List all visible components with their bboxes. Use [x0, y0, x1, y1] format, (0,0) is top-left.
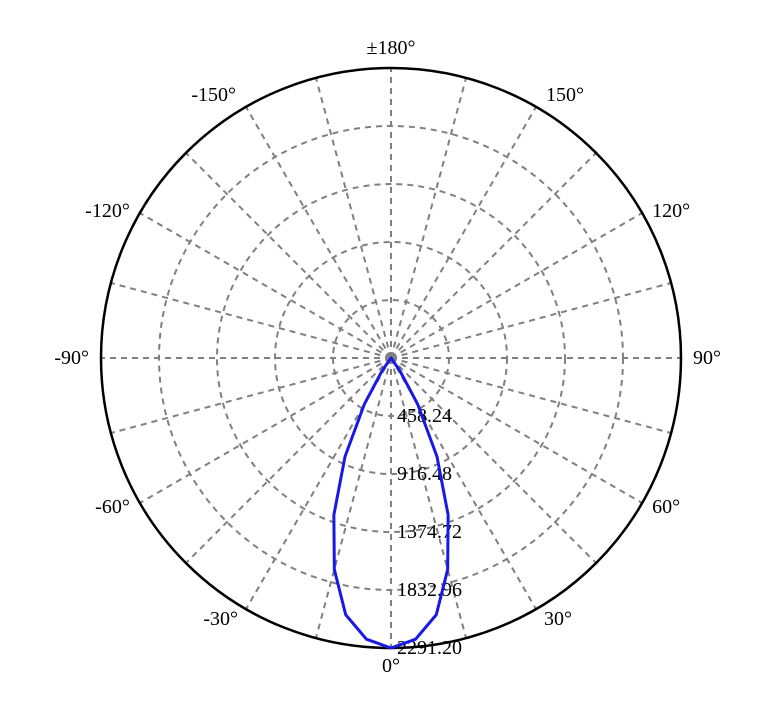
angle-tick-label: -30°: [203, 608, 238, 630]
radial-tick-label: 1832.96: [397, 579, 462, 601]
angle-tick-label: -120°: [85, 200, 130, 222]
radial-tick-label: 1374.72: [397, 521, 462, 543]
radial-tick-label: 916.48: [397, 463, 452, 485]
angle-tick-label: -90°: [54, 347, 89, 369]
angle-tick-label: 120°: [652, 200, 690, 222]
polar-chart: ±180°150°120°90°60°30°0°-30°-60°-90°-120…: [0, 0, 782, 717]
angle-tick-label: ±180°: [367, 37, 416, 59]
angle-tick-label: 60°: [652, 496, 680, 518]
angle-tick-label: 30°: [544, 608, 572, 630]
radial-tick-label: 2291.20: [397, 637, 462, 659]
angle-tick-label: -150°: [191, 84, 236, 106]
angle-tick-label: 90°: [693, 347, 721, 369]
angle-tick-label: -60°: [95, 496, 130, 518]
angle-tick-label: 150°: [546, 84, 584, 106]
